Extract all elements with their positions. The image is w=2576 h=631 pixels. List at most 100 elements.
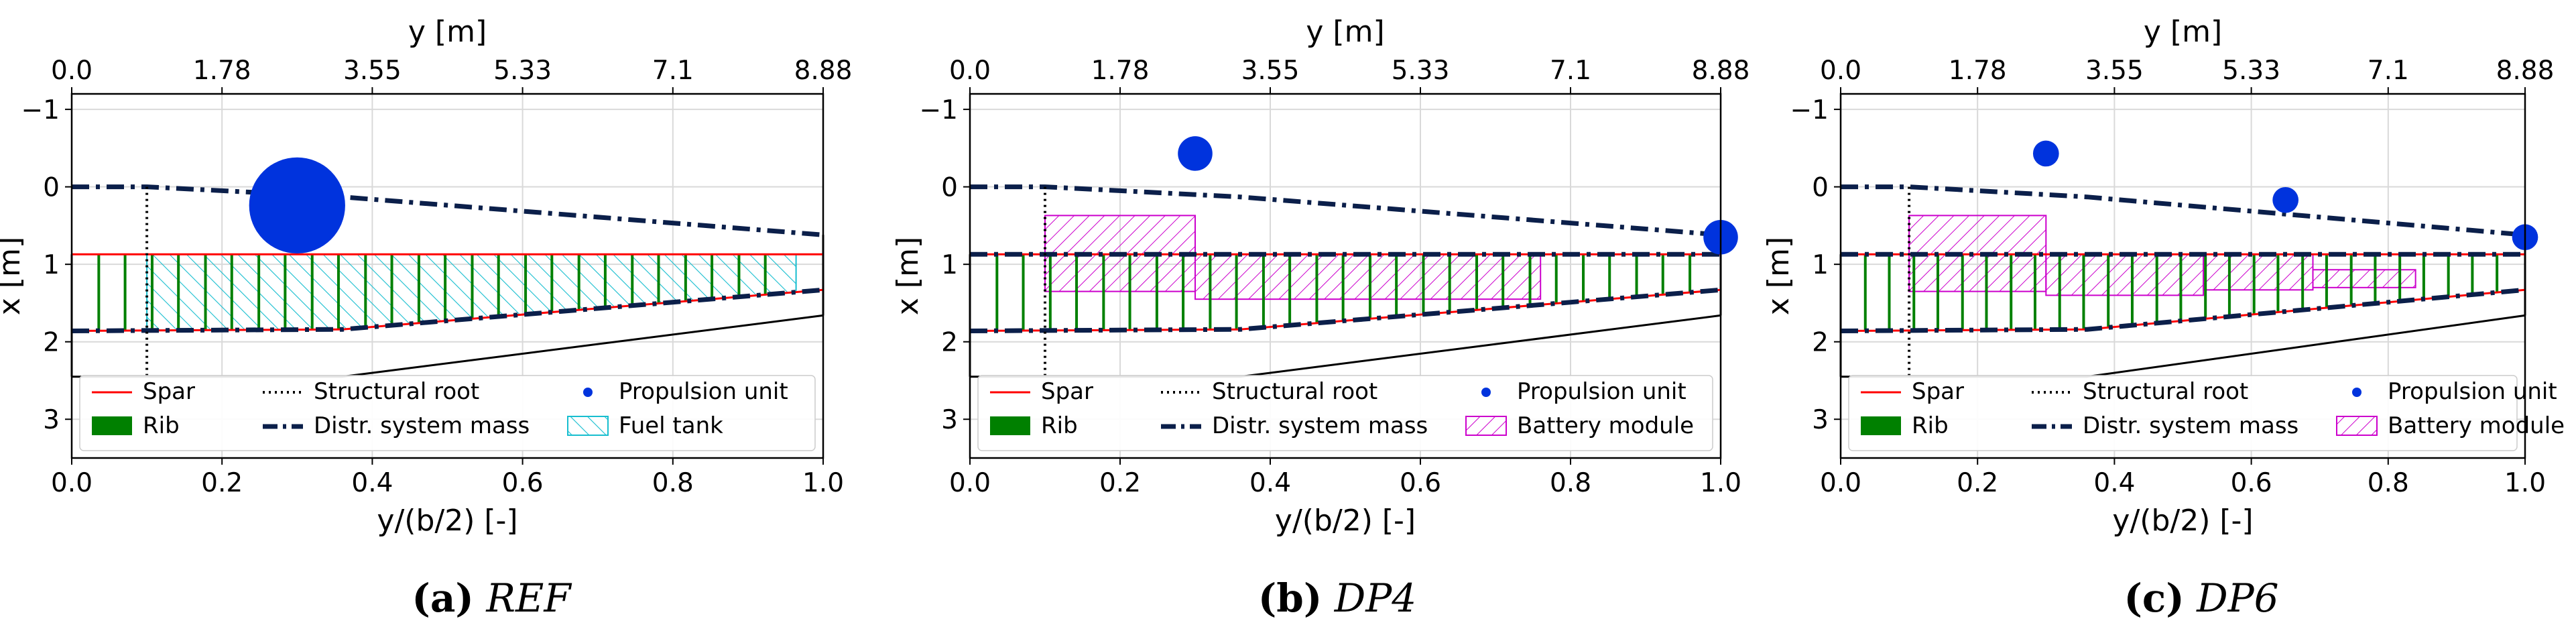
legend-handle-rib [990,416,1030,435]
axes-frame [1839,93,2526,459]
tick-label-left: 2 [1812,328,1829,358]
tick-label-left: 0 [43,173,60,203]
tick-label-bottom: 0.2 [1099,468,1141,498]
axes-frame [70,93,824,459]
tick-label-left: −1 [920,95,959,125]
tick-label-left: 1 [43,250,60,280]
tick-label-top: 0.0 [1820,56,1861,86]
tick-label-top: 5.33 [1392,56,1450,86]
propulsion-unit [2032,140,2059,167]
tick-label-bottom: 0.6 [1400,468,1441,498]
caption-name: DP4 [1334,575,1417,621]
caption-b: (b) DP4 [1103,575,1572,621]
tick-label-left: 0 [1812,173,1829,203]
chart-panel-1: 0.0 0.2 0.4 0.6 0.8 1.0 0.0 1.78 3.55 5.33 7.1 8.88… [0,15,852,538]
top-axis-label: y [m] [1306,15,1384,49]
caption-name: DP6 [2197,575,2279,621]
tick-label-left: 3 [43,405,60,435]
tick-label-bottom: 0.8 [2368,468,2409,498]
legend-label: Rib [1041,412,1078,439]
y-axis-label: x [m] [0,237,27,315]
legend: Spar Structural root Propulsion unit Rib Dis… [977,375,1713,451]
legend-handle-battery [2336,416,2378,436]
legend-label: Battery module [1517,412,1694,439]
caption-c: (c) DP6 [1967,575,2436,621]
propulsion-unit [2272,186,2298,213]
legend-box [977,375,1713,451]
legend: Spar Structural root Propulsion unit Rib Dis… [1848,375,2565,451]
propulsion-unit [249,157,345,253]
planform-trailing-edge [970,314,1721,378]
propulsion-unit [1178,136,1213,171]
legend-label: Propulsion unit [1517,378,1686,405]
x-axis-label: y/(b/2) [-] [1275,504,1416,538]
legend-label: Battery module [2388,412,2565,439]
battery-module [2312,269,2416,288]
tick-label-left: −1 [21,95,60,125]
distr-mass-rear-spar [1840,287,2526,333]
tick-label-top: 1.78 [1091,56,1150,86]
tick-label-top: 5.33 [493,56,552,86]
top-axis-label: y [m] [408,15,487,49]
battery-module [2045,253,2205,296]
distr-mass-leading [970,184,1721,237]
tick-label-left: 2 [43,328,60,358]
tick-label-top: 7.1 [2368,56,2409,86]
tick-label-bottom: 0.4 [351,468,393,498]
legend-label: Structural root [314,378,479,405]
tick-label-top: 1.78 [193,56,251,86]
planform-trailing-edge [1841,314,2526,378]
battery-module [1194,253,1542,300]
distr-mass-rear-spar [71,287,824,333]
legend-handle-rib [1861,416,1901,435]
x-axis-label: y/(b/2) [-] [2112,504,2253,538]
caption-a: (a) REF [257,575,726,621]
spar-rear [1840,288,2526,332]
y-axis-label: x [m] [1762,237,1796,315]
tick-label-top: 1.78 [1949,56,2007,86]
axes-frame [969,93,1722,459]
legend-label: Spar [143,378,195,405]
tick-label-left: 1 [1812,250,1829,280]
tick-label-left: −1 [1790,95,1829,125]
tick-label-bottom: 1.0 [2504,468,2546,498]
tick-label-left: 1 [941,250,958,280]
tick-label-left: 3 [1812,405,1829,435]
tick-label-top: 5.33 [2222,56,2280,86]
tick-label-left: 2 [941,328,958,358]
legend-label: Distr. system mass [314,412,530,439]
legend-label: Structural root [2083,378,2248,405]
tick-label-bottom: 0.6 [502,468,544,498]
x-axis-label: y/(b/2) [-] [377,504,517,538]
legend-handle-rib [92,416,132,435]
chart-panel-3: 0.0 0.2 0.4 0.6 0.8 1.0 0.0 1.78 3.55 5.33 7.1 8.88… [1762,15,2565,538]
tick-label-bottom: 0.8 [1550,468,1591,498]
tick-label-top: 0.0 [51,56,93,86]
tick-label-bottom: 1.0 [802,468,844,498]
tick-label-top: 3.55 [343,56,402,86]
legend-label: Rib [1912,412,1949,439]
caption-name: REF [486,575,571,621]
distr-mass-rear-spar [969,287,1721,333]
battery-module [2203,253,2314,291]
tick-label-top: 8.88 [794,56,853,86]
caption-label: (b) [1258,575,1323,621]
legend-handle-fuel [567,416,609,436]
legend-label: Spar [1041,378,1093,405]
distr-mass-leading [72,184,824,237]
tick-label-bottom: 0.0 [1820,468,1861,498]
tick-label-top: 3.55 [2085,56,2144,86]
tick-label-bottom: 1.0 [1700,468,1741,498]
tick-label-bottom: 0.8 [652,468,694,498]
legend-label: Structural root [1212,378,1377,405]
legend-handle-propulsion [2352,388,2362,397]
tick-label-bottom: 0.0 [51,468,93,498]
caption-label: (a) [412,575,474,621]
tick-label-top: 8.88 [2496,56,2555,86]
legend-box [79,375,816,451]
y-axis-label: x [m] [891,237,925,315]
tick-label-bottom: 0.0 [949,468,991,498]
tick-label-top: 8.88 [1692,56,1750,86]
legend-label: Fuel tank [619,412,723,439]
